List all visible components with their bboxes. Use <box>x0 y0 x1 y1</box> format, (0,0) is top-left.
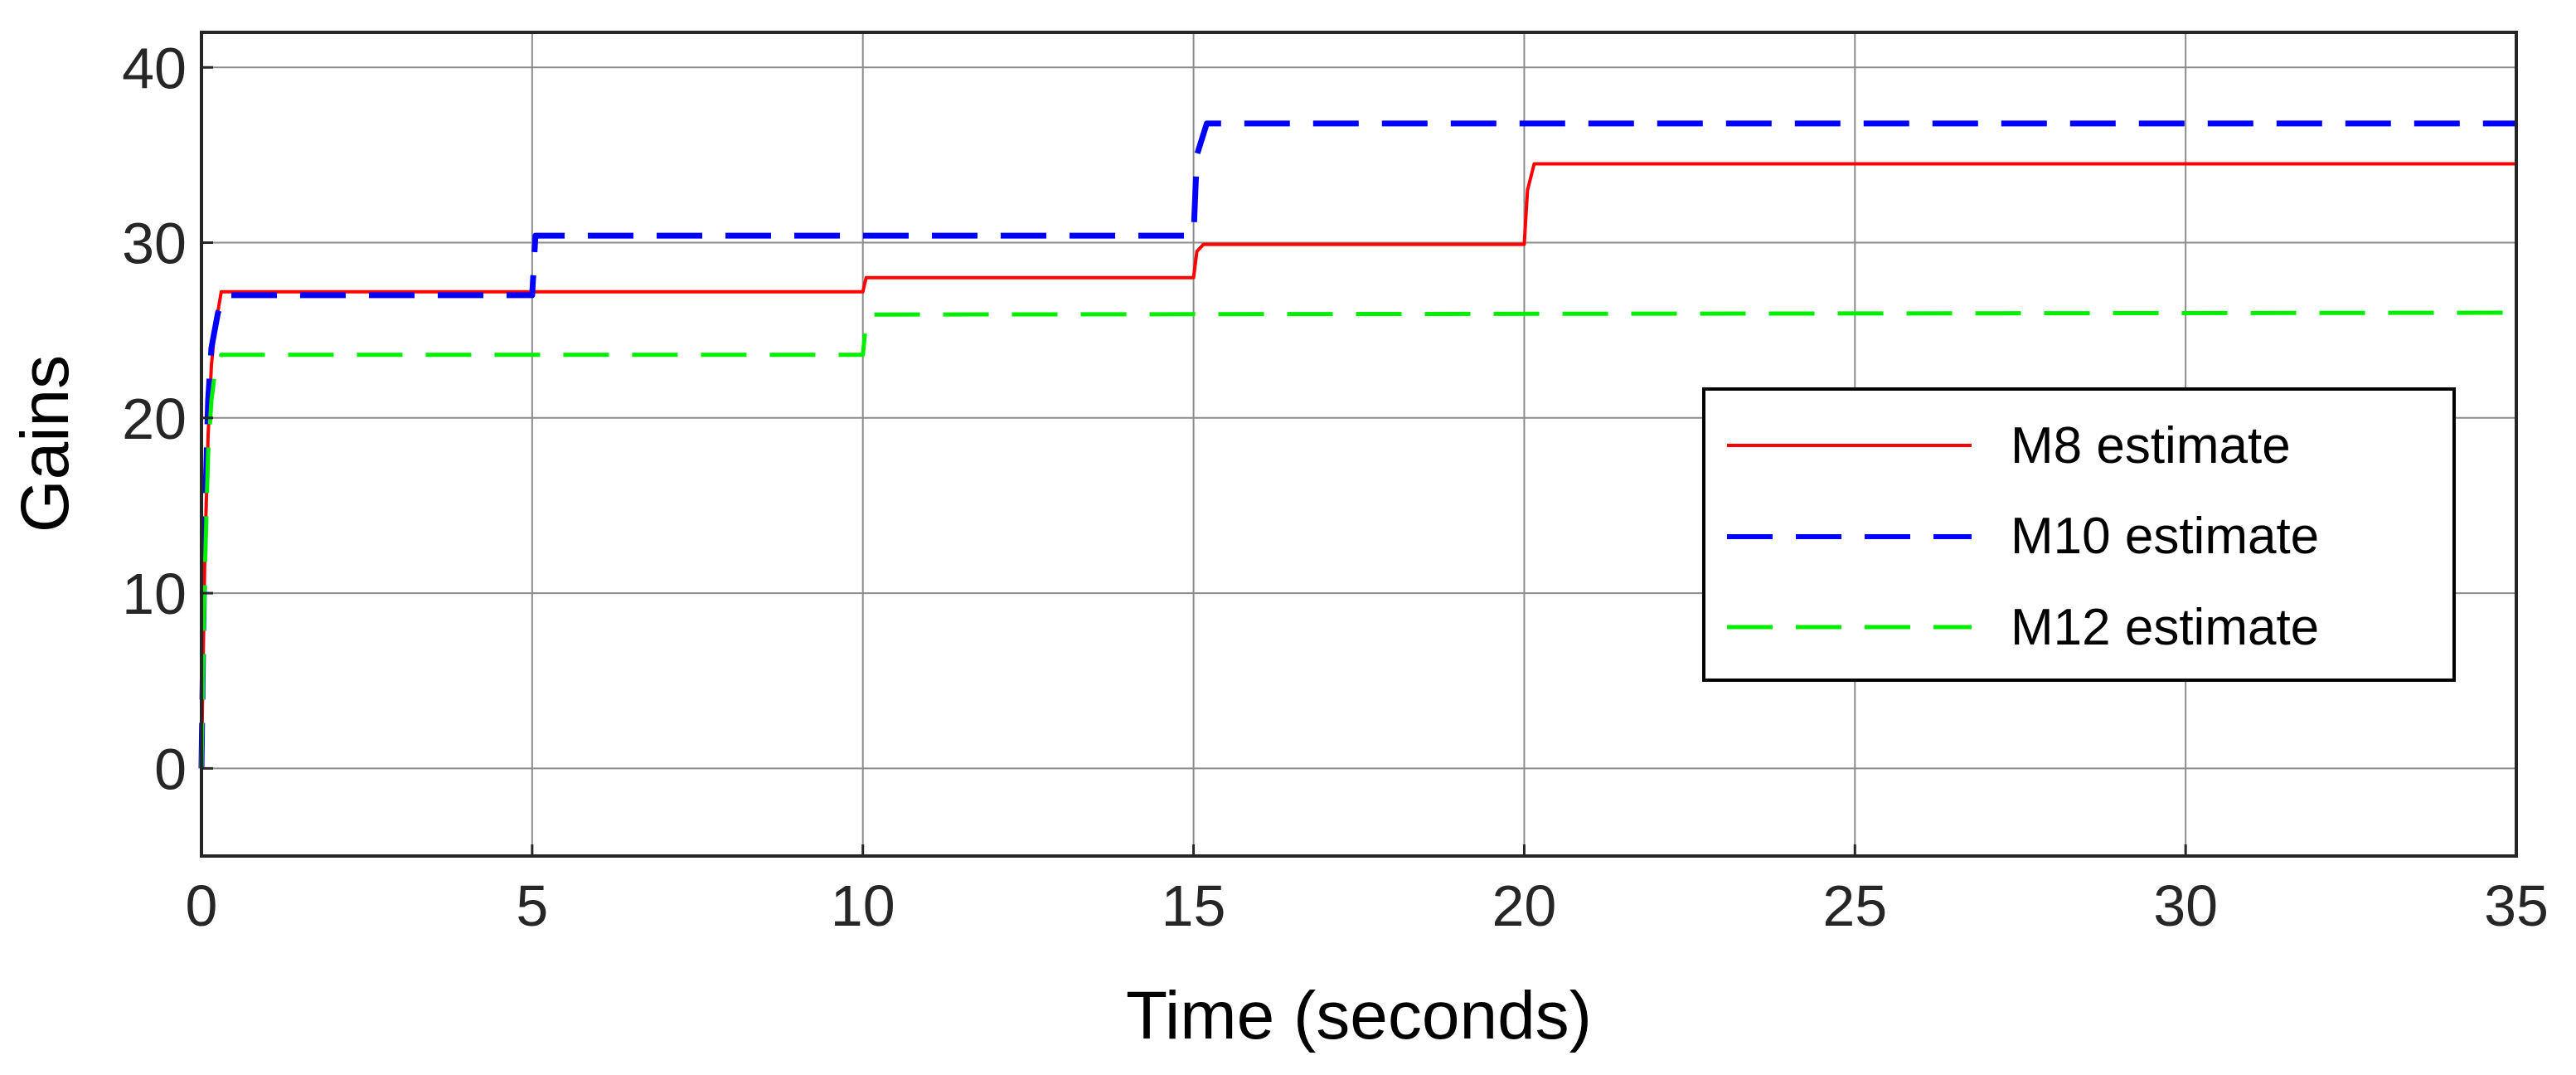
series-line-m10-estimate <box>198 120 2516 769</box>
x-tick-label: 25 <box>1822 873 1887 938</box>
x-tick-label: 0 <box>186 873 218 938</box>
x-tick-label: 10 <box>831 873 895 938</box>
legend-label-m10: M10 estimate <box>2011 508 2319 565</box>
series-lines <box>198 120 2517 769</box>
y-tick-label: 0 <box>154 737 187 801</box>
y-tick-label: 30 <box>122 212 187 276</box>
legend-label-m12: M12 estimate <box>2011 599 2319 656</box>
x-tick-label: 35 <box>2484 873 2549 938</box>
legend-label-m8: M8 estimate <box>2011 417 2291 474</box>
y-tick-label: 20 <box>122 387 187 451</box>
y-tick-label: 40 <box>122 36 187 100</box>
axis-ticks: 0 5 10 15 20 25 30 35 0 10 20 30 40 <box>122 36 2549 938</box>
x-tick-label: 30 <box>2153 873 2218 938</box>
x-tick-label: 15 <box>1162 873 1226 938</box>
x-tick-label: 20 <box>1492 873 1556 938</box>
x-axis-label: Time (seconds) <box>1126 978 1592 1053</box>
x-tick-label: 5 <box>516 873 548 938</box>
legend: M8 estimate M10 estimate M12 estimate <box>1702 387 2456 682</box>
y-axis-label: Gains <box>7 355 83 533</box>
y-tick-label: 10 <box>122 562 187 626</box>
plot-area-border <box>200 31 2518 858</box>
